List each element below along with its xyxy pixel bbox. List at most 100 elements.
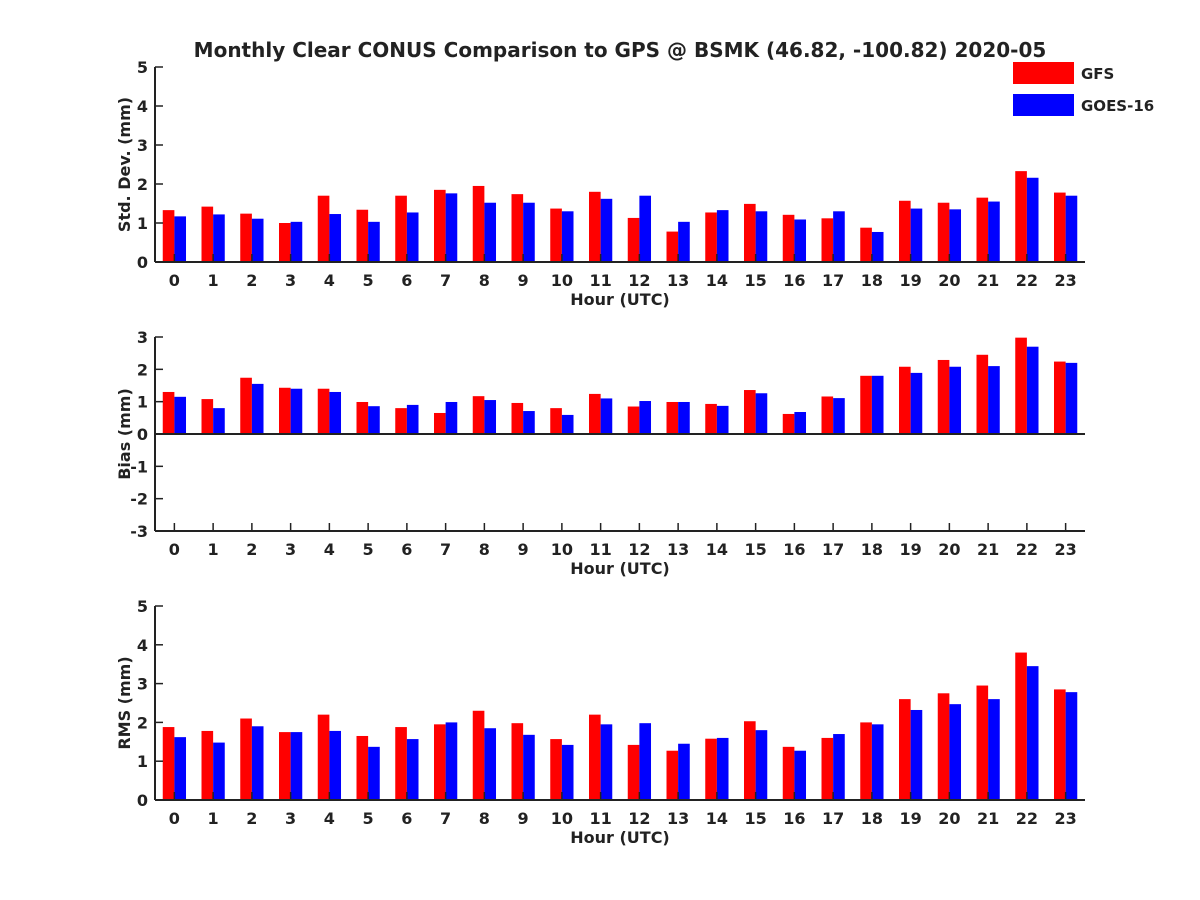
x-tick-label: 2 (246, 271, 257, 290)
bar-goes-16-hour-23 (1065, 362, 1078, 434)
bar-gfs-hour-23 (1054, 192, 1066, 262)
bar-gfs-hour-23 (1054, 689, 1066, 800)
bar-gfs-hour-6 (395, 727, 407, 800)
bar-goes-16-hour-16 (794, 412, 807, 434)
bar-goes-16-hour-20 (949, 704, 962, 800)
chart-title: Monthly Clear CONUS Comparison to GPS @ … (194, 38, 1047, 62)
bar-gfs-hour-13 (666, 750, 679, 800)
x-tick-label: 12 (628, 809, 650, 828)
x-tick-label: 2 (246, 809, 257, 828)
x-tick-label: 11 (589, 809, 611, 828)
x-tick-label: 21 (977, 809, 999, 828)
bar-goes-16-hour-17 (833, 211, 845, 262)
bar-gfs-hour-12 (627, 744, 640, 800)
x-axis-label: Hour (UTC) (570, 290, 670, 309)
bar-goes-16-hour-13 (678, 401, 690, 434)
bar-gfs-hour-15 (744, 203, 756, 262)
bar-gfs-hour-12 (627, 217, 640, 262)
x-tick-label: 1 (208, 809, 219, 828)
bar-goes-16-hour-22 (1026, 666, 1039, 800)
bar-goes-16-hour-17 (833, 734, 845, 800)
x-tick-label: 13 (667, 271, 689, 290)
x-tick-label: 11 (589, 540, 611, 559)
bar-goes-16-hour-15 (755, 393, 768, 434)
y-tick-label: 4 (137, 636, 148, 655)
y-tick-label: -3 (130, 522, 148, 541)
x-tick-label: 15 (744, 809, 766, 828)
bar-gfs-hour-17 (821, 737, 834, 800)
bar-gfs-hour-9 (511, 402, 524, 434)
x-tick-label: 21 (977, 271, 999, 290)
x-tick-label: 3 (285, 271, 296, 290)
bar-gfs-hour-20 (937, 202, 950, 262)
bar-goes-16-hour-1 (213, 408, 225, 434)
bar-gfs-hour-3 (279, 223, 291, 262)
bar-gfs-hour-16 (782, 214, 795, 262)
bar-gfs-hour-5 (356, 401, 369, 434)
x-tick-label: 23 (1054, 271, 1076, 290)
bar-gfs-hour-10 (550, 408, 562, 434)
bar-gfs-hour-16 (782, 413, 795, 434)
bar-goes-16-hour-13 (678, 221, 690, 262)
bar-gfs-hour-16 (782, 746, 795, 800)
bar-goes-16-hour-4 (329, 214, 342, 262)
x-axis-label: Hour (UTC) (570, 828, 670, 847)
bar-gfs-hour-14 (705, 212, 717, 262)
x-tick-label: 3 (285, 540, 296, 559)
legend-label-gfs: GFS (1081, 65, 1114, 83)
y-tick-label: -1 (130, 457, 148, 476)
y-axis-label: Std. Dev. (mm) (115, 97, 134, 232)
bar-gfs-hour-3 (279, 387, 291, 434)
bar-goes-16-hour-21 (988, 201, 1000, 262)
bar-gfs-hour-0 (162, 210, 175, 262)
legend-swatch-goes-16 (1013, 94, 1074, 116)
x-tick-label: 15 (744, 540, 766, 559)
y-tick-label: 3 (137, 136, 148, 155)
bar-goes-16-hour-2 (251, 383, 264, 434)
y-tick-label: 0 (137, 791, 148, 810)
bar-gfs-hour-21 (976, 685, 989, 800)
x-tick-label: 8 (479, 809, 490, 828)
bar-gfs-hour-4 (317, 388, 330, 434)
x-tick-label: 16 (783, 540, 805, 559)
bar-gfs-hour-0 (162, 727, 175, 800)
bar-gfs-hour-22 (1015, 652, 1027, 800)
x-tick-label: 4 (324, 271, 335, 290)
bar-goes-16-hour-22 (1026, 346, 1039, 434)
y-tick-label: 1 (137, 214, 148, 233)
bar-gfs-hour-11 (589, 393, 601, 434)
y-tick-label: 1 (137, 752, 148, 771)
bar-goes-16-hour-15 (755, 211, 768, 262)
bar-goes-16-hour-10 (561, 211, 574, 262)
x-tick-label: 1 (208, 271, 219, 290)
bar-gfs-hour-14 (705, 403, 717, 434)
x-tick-label: 18 (861, 271, 883, 290)
x-tick-label: 13 (667, 540, 689, 559)
bar-goes-16-hour-7 (445, 193, 458, 262)
bar-goes-16-hour-19 (910, 709, 923, 800)
bar-gfs-hour-15 (744, 390, 756, 434)
bar-goes-16-hour-19 (910, 372, 923, 434)
bar-goes-16-hour-3 (290, 388, 303, 434)
x-tick-label: 6 (401, 271, 412, 290)
x-tick-label: 1 (208, 540, 219, 559)
bar-gfs-hour-10 (550, 739, 562, 800)
bar-goes-16-hour-5 (368, 406, 380, 434)
bar-gfs-hour-7 (434, 724, 446, 800)
x-tick-label: 4 (324, 540, 335, 559)
x-tick-label: 22 (1016, 809, 1038, 828)
bar-gfs-hour-4 (317, 714, 330, 800)
x-tick-label: 19 (899, 540, 921, 559)
bar-gfs-hour-6 (395, 408, 407, 434)
x-tick-label: 10 (551, 271, 573, 290)
legend-swatch-gfs (1013, 62, 1074, 84)
bar-goes-16-hour-7 (445, 401, 458, 434)
x-tick-label: 16 (783, 271, 805, 290)
bar-goes-16-hour-11 (600, 398, 613, 434)
bar-goes-16-hour-6 (406, 212, 419, 262)
x-tick-label: 14 (706, 271, 728, 290)
bar-goes-16-hour-16 (794, 219, 807, 262)
x-tick-label: 6 (401, 540, 412, 559)
